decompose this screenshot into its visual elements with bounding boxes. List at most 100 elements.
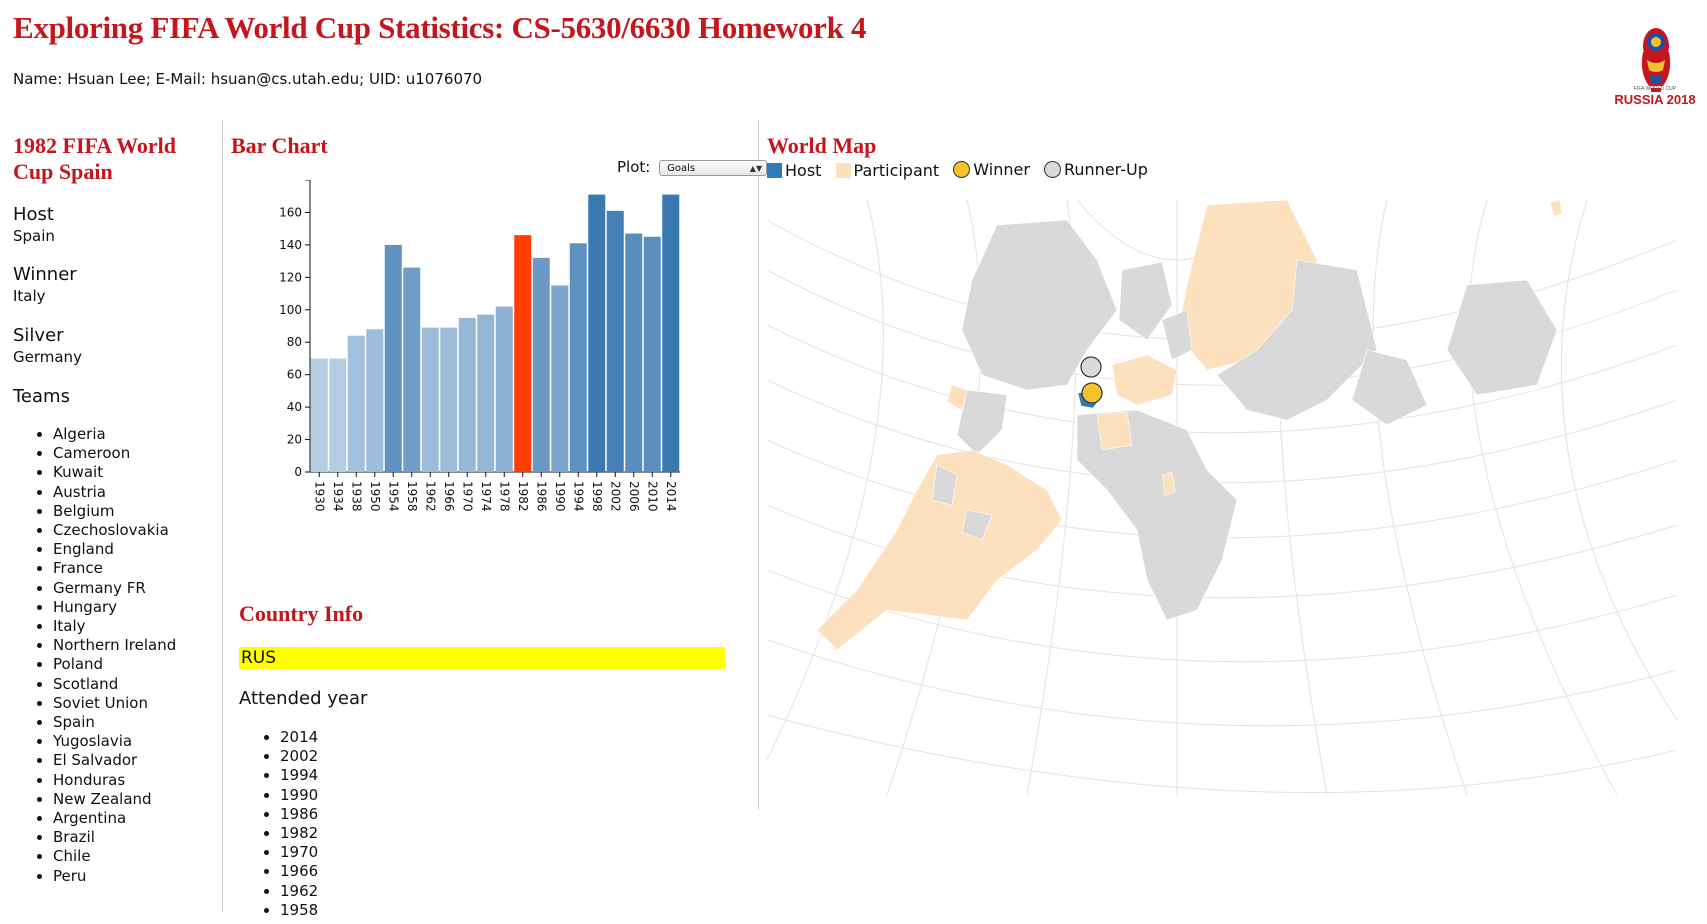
- africa[interactable]: [1076, 409, 1238, 621]
- bar-1990[interactable]: [551, 285, 569, 472]
- central-america[interactable]: [956, 389, 1008, 456]
- x-tick-label: 1934: [331, 481, 345, 512]
- europe-west[interactable]: [1111, 354, 1178, 406]
- x-tick-label: 2010: [645, 481, 659, 512]
- plot-select[interactable]: Goals ▲▼: [659, 159, 768, 176]
- asia[interactable]: [1216, 259, 1378, 421]
- map-legend: Host Participant Winner Runner-Up: [767, 160, 1157, 182]
- select-arrows-icon: ▲▼: [749, 163, 763, 173]
- north-america[interactable]: [961, 219, 1118, 391]
- page-title: Exploring FIFA World Cup Statistics: CS-…: [13, 10, 867, 45]
- australia[interactable]: [1446, 279, 1558, 396]
- y-tick-label: 40: [287, 400, 302, 414]
- bar-2006[interactable]: [625, 233, 643, 472]
- bar-1930[interactable]: [310, 358, 328, 472]
- attended-year-item: 1982: [280, 824, 318, 843]
- team-list-item: England: [53, 540, 176, 559]
- bar-1998[interactable]: [588, 194, 606, 472]
- world-map[interactable]: [767, 200, 1677, 795]
- legend-winner-label: Winner: [973, 160, 1030, 179]
- x-tick-label: 1966: [442, 481, 456, 512]
- runner-up-marker[interactable]: [1080, 356, 1102, 378]
- silver-label: Silver: [13, 325, 64, 346]
- y-tick-label: 100: [279, 303, 302, 317]
- attended-year-item: 2002: [280, 747, 318, 766]
- attended-years-list: 2014200219941990198619821970196619621958: [240, 728, 318, 920]
- winner-value: Italy: [13, 287, 46, 305]
- x-tick-label: 1982: [516, 481, 530, 512]
- x-tick-label: 1998: [590, 481, 604, 512]
- bar-1938[interactable]: [347, 335, 365, 472]
- y-tick-label: 140: [279, 238, 302, 252]
- y-tick-label: 80: [287, 335, 302, 349]
- bar-1970[interactable]: [458, 317, 476, 472]
- bar-1994[interactable]: [569, 243, 587, 472]
- attended-year-item: 1994: [280, 766, 318, 785]
- divider-right: [758, 120, 759, 810]
- bar-1966[interactable]: [440, 327, 458, 472]
- x-tick-label: 2002: [608, 481, 622, 512]
- host-value: Spain: [13, 227, 55, 245]
- bar-chart: 0 20 40 60 80 100 120 140 160 1930 1934 1938 1950 195…: [279, 180, 680, 512]
- runner-up-swatch: [1044, 161, 1061, 178]
- team-list-item: Argentina: [53, 809, 176, 828]
- bar-2010[interactable]: [643, 236, 661, 472]
- bar-1978[interactable]: [495, 306, 513, 472]
- teams-list: AlgeriaCameroonKuwaitAustriaBelgiumCzech…: [13, 425, 176, 886]
- bar-1954[interactable]: [384, 244, 402, 472]
- host-label: Host: [13, 204, 54, 225]
- plot-label: Plot:: [617, 158, 651, 176]
- team-list-item: Brazil: [53, 828, 176, 847]
- x-tick-label: 1974: [479, 481, 493, 512]
- bar-1958[interactable]: [403, 267, 421, 472]
- legend-winner: Winner: [953, 160, 1030, 179]
- legend-participant-label: Participant: [853, 161, 940, 180]
- bar-1934[interactable]: [329, 358, 347, 472]
- mexico[interactable]: [946, 384, 968, 411]
- y-tick-label: 20: [287, 433, 302, 447]
- greenland[interactable]: [1118, 261, 1173, 341]
- south-america-other[interactable]: [931, 464, 993, 541]
- team-list-item: Italy: [53, 617, 176, 636]
- tournament-title: 1982 FIFA World Cup Spain: [13, 133, 176, 184]
- x-tick-label: 1950: [368, 481, 382, 512]
- bar-1974[interactable]: [477, 314, 495, 472]
- team-list-item: New Zealand: [53, 790, 176, 809]
- attended-year-label: Attended year: [239, 688, 368, 709]
- x-tick-label: 1938: [349, 481, 363, 512]
- south-america-participants[interactable]: [816, 449, 1063, 651]
- y-tick-label: 160: [279, 205, 302, 219]
- team-list-item: Peru: [53, 867, 176, 886]
- logo-caption: FIFA WORLD CUP: [1633, 86, 1677, 92]
- host-swatch: [767, 163, 782, 178]
- scandinavia[interactable]: [1161, 309, 1193, 361]
- bar-1986[interactable]: [532, 257, 550, 472]
- team-list-item: Belgium: [53, 502, 176, 521]
- legend-runner-up-label: Runner-Up: [1064, 160, 1148, 179]
- x-tick-label: 1978: [497, 481, 511, 512]
- north-africa-participants[interactable]: [1096, 411, 1133, 451]
- attended-year-item: 1986: [280, 805, 318, 824]
- bar-2014[interactable]: [662, 194, 680, 472]
- east-asia[interactable]: [1351, 349, 1428, 426]
- bar-1982[interactable]: [514, 235, 532, 472]
- legend-runner-up: Runner-Up: [1044, 160, 1148, 179]
- team-list-item: Cameroon: [53, 444, 176, 463]
- bar-1950[interactable]: [366, 329, 384, 472]
- x-tick-label: 2014: [664, 481, 678, 512]
- bar-chart-title: Bar Chart: [231, 133, 328, 158]
- cameroon[interactable]: [1161, 471, 1176, 496]
- world-cup-logo: [1641, 28, 1671, 92]
- team-list-item: France: [53, 559, 176, 578]
- attended-year-item: 1970: [280, 843, 318, 862]
- team-list-item: Spain: [53, 713, 176, 732]
- new-zealand[interactable]: [1549, 200, 1563, 217]
- winner-marker[interactable]: [1081, 382, 1103, 404]
- bar-1962[interactable]: [421, 327, 439, 472]
- attended-year-item: 2014: [280, 728, 318, 747]
- x-tick-label: 1994: [571, 481, 585, 512]
- plot-control: Plot: Goals ▲▼: [617, 158, 768, 176]
- team-list-item: Scotland: [53, 675, 176, 694]
- bar-2002[interactable]: [606, 210, 624, 473]
- y-tick-label: 60: [287, 368, 302, 382]
